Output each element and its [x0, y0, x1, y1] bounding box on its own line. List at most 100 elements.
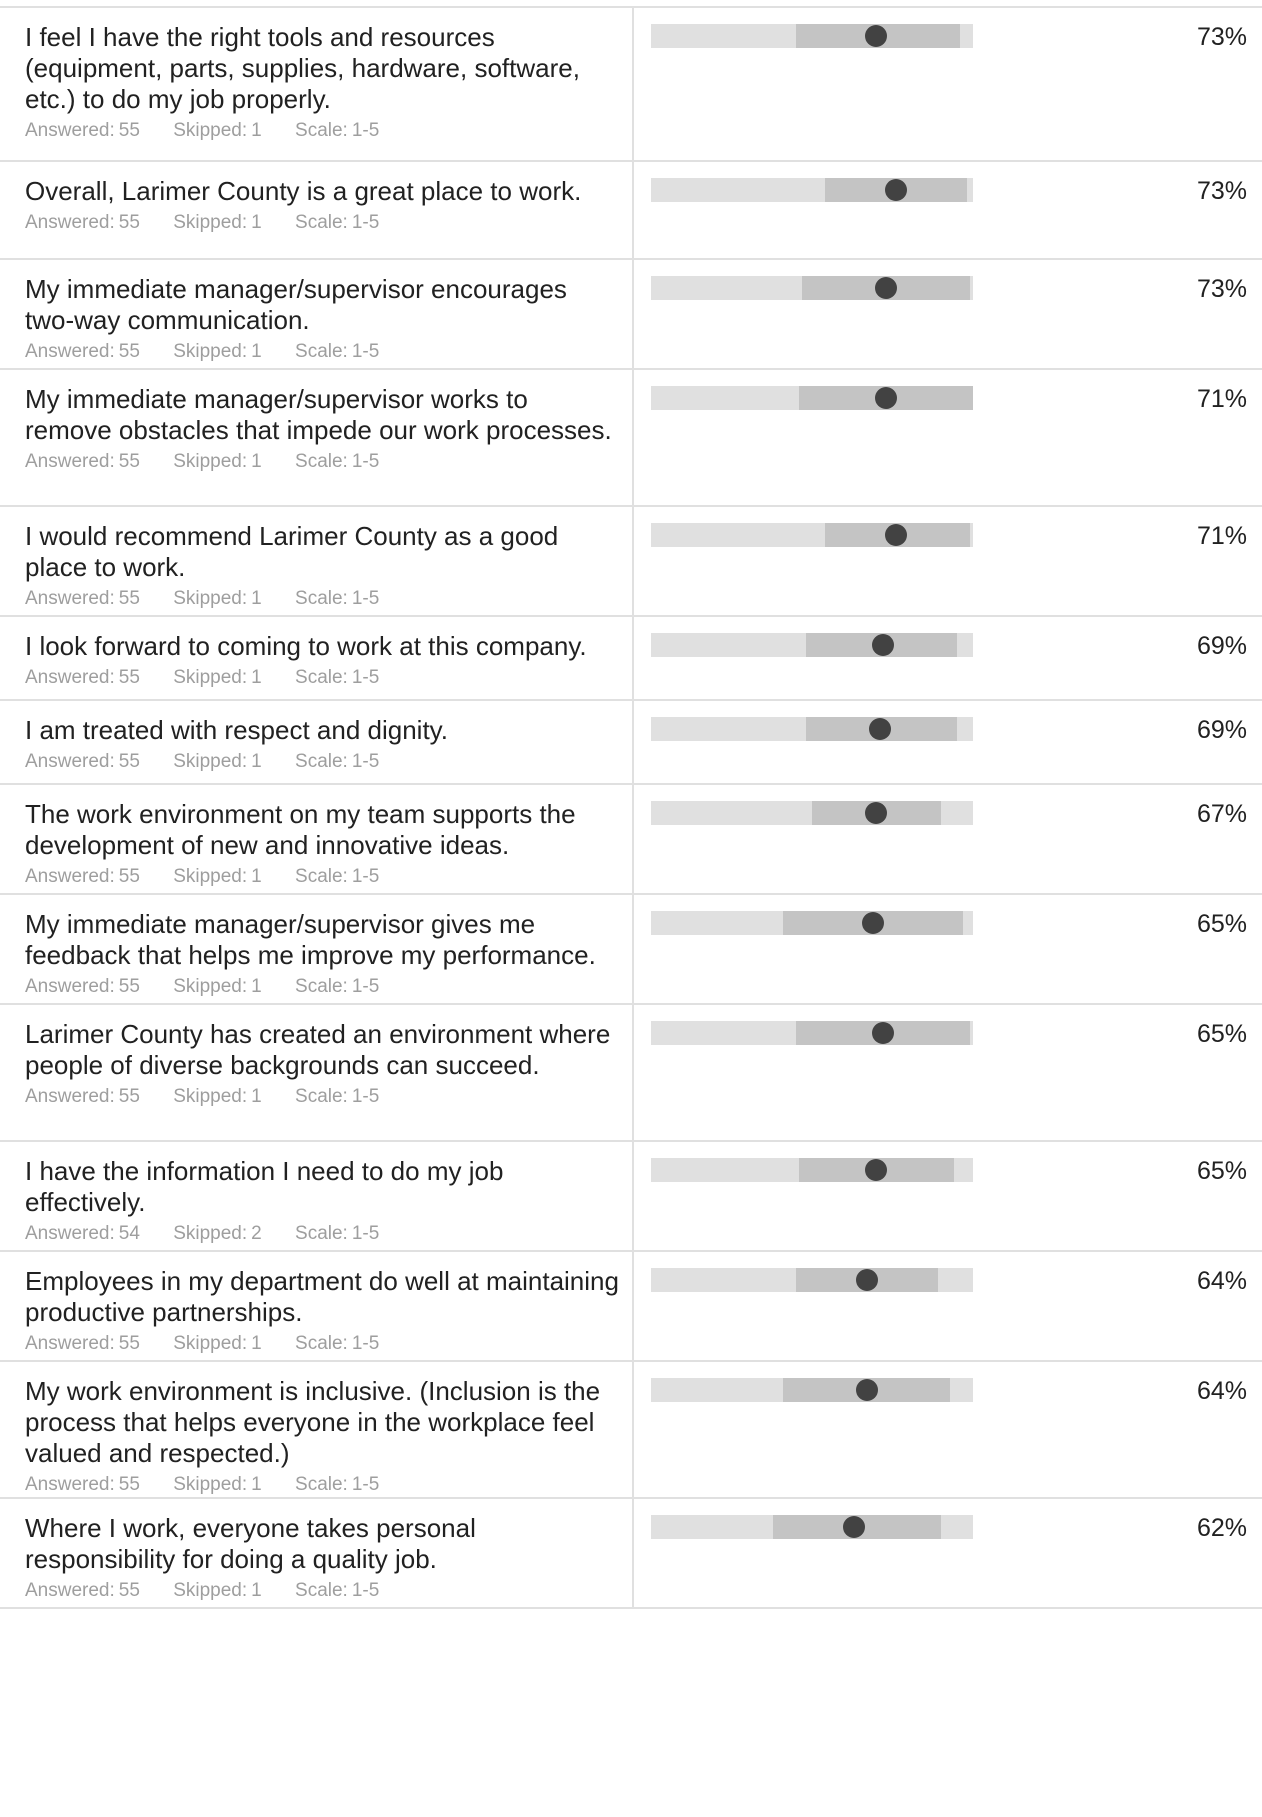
scale-stat: Scale: 1-5 [295, 451, 393, 472]
score-bar-marker [862, 912, 885, 934]
survey-results-table: I feel I have the right tools and resour… [0, 6, 1262, 1609]
scale-stat: Scale: 1-5 [295, 866, 393, 887]
scale-stat: Scale: 1-5 [295, 1223, 393, 1244]
question-stats: Answered: 55 Skipped: 1 Scale: 1-5 [25, 211, 620, 235]
answered-label: Answered: [25, 976, 115, 997]
question-text: Larimer County has created an environmen… [25, 1019, 611, 1080]
scale-value: 1-5 [351, 451, 380, 472]
score-bar-track [651, 276, 973, 300]
answered-label: Answered: [25, 451, 115, 472]
question-text: Where I work, everyone takes personal re… [25, 1513, 476, 1574]
scale-value: 1-5 [351, 1474, 380, 1495]
skipped-value: 1 [251, 212, 262, 233]
scale-label: Scale: [295, 667, 348, 688]
scale-label: Scale: [295, 588, 348, 609]
question-text: I am treated with respect and dignity. [25, 715, 448, 745]
score-bar-marker [871, 634, 894, 656]
question-cell: Employees in my department do well at ma… [0, 1252, 634, 1360]
question-stats: Answered: 55 Skipped: 1 Scale: 1-5 [25, 666, 620, 690]
skipped-value: 1 [251, 976, 262, 997]
answered-value: 55 [118, 1333, 140, 1354]
score-bar-cell: 64% [634, 1362, 1262, 1497]
question-text: I feel I have the right tools and resour… [25, 22, 580, 114]
skipped-value: 1 [251, 1474, 262, 1495]
score-bar-track [651, 178, 973, 202]
answered-label: Answered: [25, 1333, 115, 1354]
score-bar-marker [855, 1269, 878, 1291]
scale-label: Scale: [295, 1086, 348, 1107]
score-bar-cell: 65% [634, 1005, 1262, 1140]
skipped-value: 1 [251, 1333, 262, 1354]
question-stats: Answered: 55 Skipped: 1 Scale: 1-5 [25, 750, 620, 774]
score-bar-track [651, 801, 973, 825]
answered-stat: Answered: 55 [25, 1580, 154, 1601]
scale-label: Scale: [295, 1333, 348, 1354]
answered-value: 55 [118, 212, 140, 233]
score-bar-track [651, 386, 973, 410]
question-row: I would recommend Larimer County as a go… [0, 507, 1262, 617]
answered-label: Answered: [25, 751, 115, 772]
scale-stat: Scale: 1-5 [295, 212, 393, 233]
skipped-value: 2 [251, 1223, 262, 1244]
answered-value: 55 [118, 120, 140, 141]
question-stats: Answered: 55 Skipped: 1 Scale: 1-5 [25, 119, 620, 143]
scale-value: 1-5 [351, 1086, 380, 1107]
answered-stat: Answered: 55 [25, 1474, 154, 1495]
score-bar-track [651, 911, 973, 935]
scale-stat: Scale: 1-5 [295, 120, 393, 141]
scale-label: Scale: [295, 212, 348, 233]
score-bar-cell: 73% [634, 260, 1262, 368]
skipped-stat: Skipped: 1 [173, 1333, 276, 1354]
scale-label: Scale: [295, 1223, 348, 1244]
score-bar-marker [884, 524, 907, 546]
favorable-percent: 67% [1196, 800, 1247, 828]
score-bar-marker [865, 1159, 888, 1181]
score-bar-cell: 73% [634, 162, 1262, 258]
question-text: I look forward to coming to work at this… [25, 631, 587, 661]
answered-stat: Answered: 55 [25, 588, 154, 609]
skipped-label: Skipped: [173, 1333, 248, 1354]
score-bar-track [651, 523, 973, 547]
scale-value: 1-5 [351, 1580, 380, 1601]
scale-stat: Scale: 1-5 [295, 1580, 393, 1601]
question-cell: Larimer County has created an environmen… [0, 1005, 634, 1140]
score-bar-cell: 62% [634, 1499, 1262, 1607]
question-cell: My immediate manager/supervisor works to… [0, 370, 634, 505]
question-stats: Answered: 55 Skipped: 1 Scale: 1-5 [25, 1473, 620, 1497]
answered-stat: Answered: 55 [25, 451, 154, 472]
skipped-value: 1 [251, 751, 262, 772]
scale-label: Scale: [295, 1580, 348, 1601]
score-bar-cell: 71% [634, 507, 1262, 615]
skipped-label: Skipped: [173, 341, 248, 362]
skipped-label: Skipped: [173, 667, 248, 688]
skipped-label: Skipped: [173, 588, 248, 609]
skipped-stat: Skipped: 2 [173, 1223, 276, 1244]
scale-value: 1-5 [351, 341, 380, 362]
skipped-stat: Skipped: 1 [173, 751, 276, 772]
question-row: I feel I have the right tools and resour… [0, 6, 1262, 162]
skipped-stat: Skipped: 1 [173, 588, 276, 609]
scale-value: 1-5 [351, 1223, 380, 1244]
skipped-stat: Skipped: 1 [173, 341, 276, 362]
answered-value: 55 [118, 751, 140, 772]
question-cell: My immediate manager/supervisor gives me… [0, 895, 634, 1003]
question-text: The work environment on my team supports… [25, 799, 576, 860]
scale-label: Scale: [295, 341, 348, 362]
score-bar-track [651, 1021, 973, 1045]
scale-label: Scale: [295, 976, 348, 997]
answered-value: 55 [118, 451, 140, 472]
answered-value: 55 [118, 1580, 140, 1601]
skipped-label: Skipped: [173, 451, 248, 472]
question-row: Employees in my department do well at ma… [0, 1252, 1262, 1362]
answered-label: Answered: [25, 212, 115, 233]
answered-label: Answered: [25, 866, 115, 887]
skipped-stat: Skipped: 1 [173, 1580, 276, 1601]
scale-value: 1-5 [351, 1333, 380, 1354]
question-stats: Answered: 55 Skipped: 1 Scale: 1-5 [25, 1085, 620, 1109]
skipped-label: Skipped: [173, 1474, 248, 1495]
score-bar-marker [875, 277, 898, 299]
skipped-stat: Skipped: 1 [173, 1474, 276, 1495]
score-bar-marker [842, 1516, 865, 1538]
question-stats: Answered: 55 Skipped: 1 Scale: 1-5 [25, 450, 620, 474]
skipped-stat: Skipped: 1 [173, 667, 276, 688]
